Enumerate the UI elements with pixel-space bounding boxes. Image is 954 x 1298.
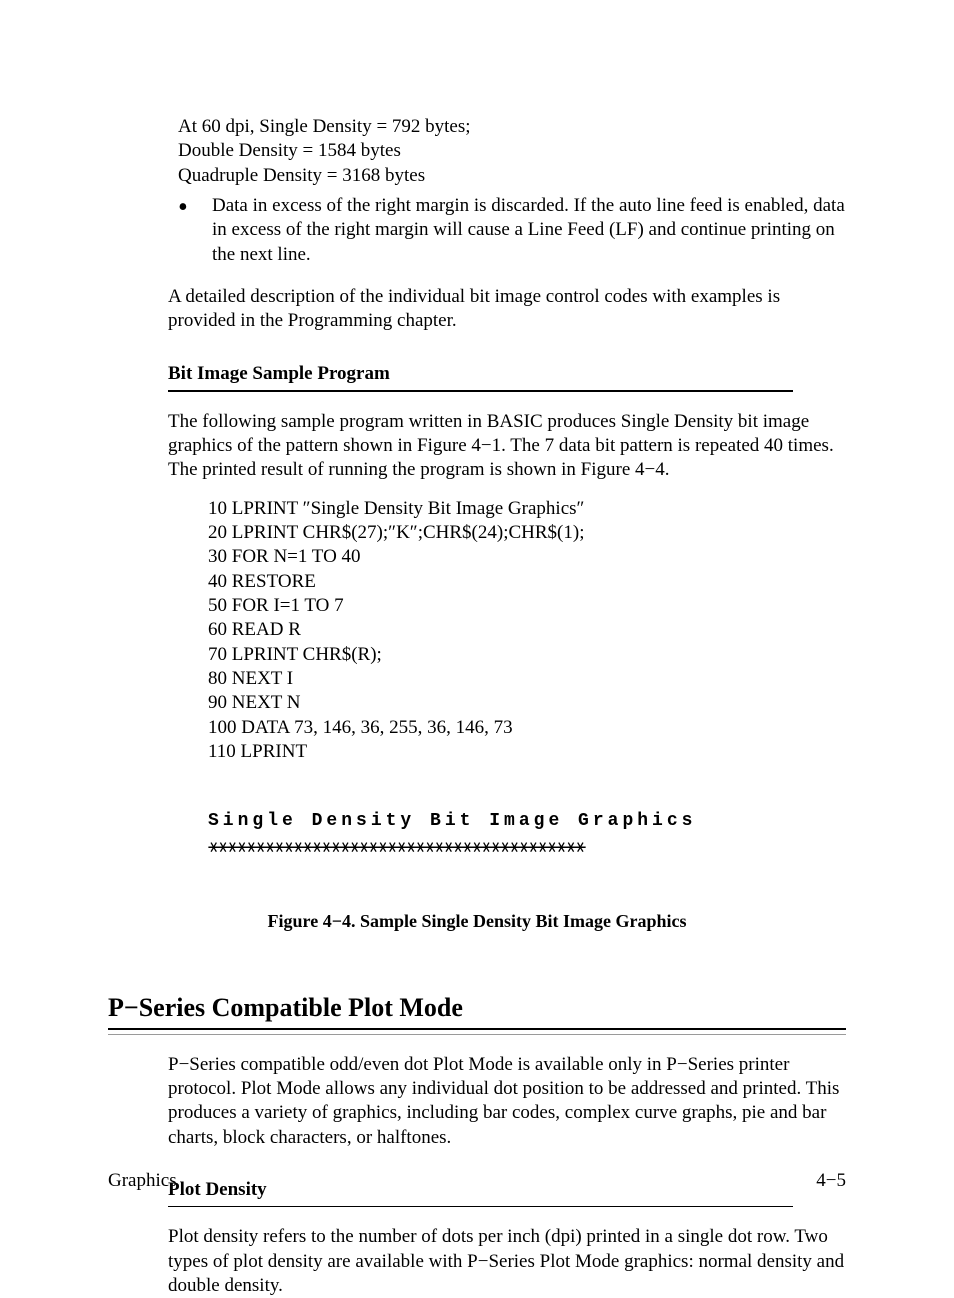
dpi-line-1: At 60 dpi, Single Density = 792 bytes; bbox=[178, 115, 846, 139]
footer-right: 4−5 bbox=[816, 1169, 846, 1193]
code-line: 40 RESTORE bbox=[208, 570, 846, 594]
code-line: 10 LPRINT ″Single Density Bit Image Grap… bbox=[208, 497, 846, 521]
bullet-icon: • bbox=[178, 194, 212, 267]
subheading-bit-image: Bit Image Sample Program bbox=[168, 362, 846, 386]
bullet-text: Data in excess of the right margin is di… bbox=[212, 194, 846, 267]
subheading-rule bbox=[168, 1206, 793, 1207]
dpi-block: At 60 dpi, Single Density = 792 bytes; D… bbox=[178, 115, 846, 267]
printout-title: Single Density Bit Image Graphics bbox=[208, 810, 846, 833]
page-footer: Graphics 4−5 bbox=[108, 1169, 846, 1193]
printout-pattern: ⚹⚹⚹⚹⚹⚹⚹⚹⚹⚹⚹⚹⚹⚹⚹⚹⚹⚹⚹⚹⚹⚹⚹⚹⚹⚹⚹⚹⚹⚹⚹⚹⚹⚹⚹⚹⚹⚹⚹⚹ bbox=[208, 835, 803, 859]
section-heading-pseries: P−Series Compatible Plot Mode bbox=[108, 991, 846, 1024]
basic-code-listing: 10 LPRINT ″Single Density Bit Image Grap… bbox=[208, 497, 846, 764]
plot-density-paragraph: Plot density refers to the number of dot… bbox=[168, 1225, 846, 1298]
code-line: 50 FOR I=1 TO 7 bbox=[208, 594, 846, 618]
footer-left: Graphics bbox=[108, 1169, 177, 1193]
subheading-rule bbox=[168, 390, 793, 392]
code-line: 110 LPRINT bbox=[208, 740, 846, 764]
bit-image-intro: The following sample program written in … bbox=[168, 410, 846, 483]
dpi-line-2: Double Density = 1584 bytes bbox=[178, 139, 846, 163]
page: At 60 dpi, Single Density = 792 bytes; D… bbox=[0, 0, 954, 1235]
code-line: 100 DATA 73, 146, 36, 255, 36, 146, 73 bbox=[208, 716, 846, 740]
code-line: 80 NEXT I bbox=[208, 667, 846, 691]
detail-paragraph: A detailed description of the individual… bbox=[168, 285, 846, 334]
code-line: 90 NEXT N bbox=[208, 691, 846, 715]
code-line: 20 LPRINT CHR$(27);″K″;CHR$(24);CHR$(1); bbox=[208, 521, 846, 545]
dpi-line-3: Quadruple Density = 3168 bytes bbox=[178, 164, 846, 188]
figure-caption: Figure 4−4. Sample Single Density Bit Im… bbox=[108, 910, 846, 933]
pseries-paragraph: P−Series compatible odd/even dot Plot Mo… bbox=[168, 1053, 846, 1150]
code-line: 70 LPRINT CHR$(R); bbox=[208, 643, 846, 667]
section-rule bbox=[108, 1028, 846, 1035]
code-line: 60 READ R bbox=[208, 618, 846, 642]
bullet-item: • Data in excess of the right margin is … bbox=[178, 194, 846, 267]
code-line: 30 FOR N=1 TO 40 bbox=[208, 545, 846, 569]
